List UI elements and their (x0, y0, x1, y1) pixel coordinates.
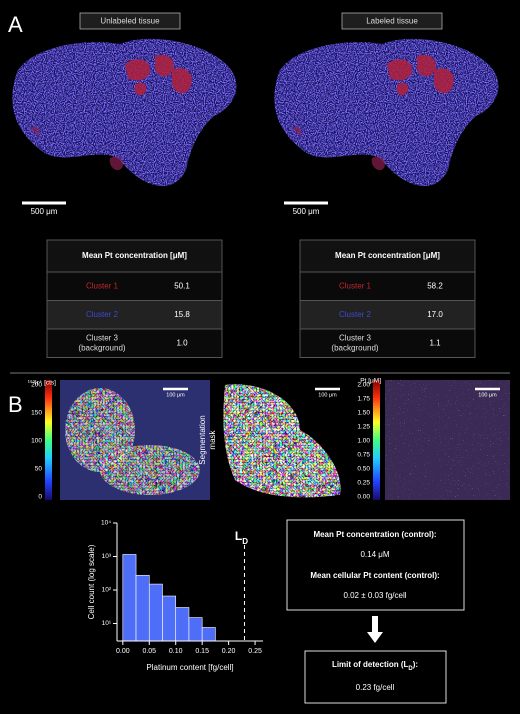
x-tick-label: 0.00 (116, 648, 130, 655)
row-label: Cluster 3 (339, 333, 372, 342)
heading-part: Limit of detection (L (332, 660, 409, 669)
heading-part: D (408, 666, 413, 672)
bar (135, 574, 150, 642)
row-value: 1.1 (429, 338, 441, 347)
row-label: Cluster 2 (86, 310, 119, 319)
scale-bar-label: 500 μm (31, 207, 58, 216)
colorbar-tick-label: 150 (31, 410, 42, 417)
arrow (367, 616, 383, 643)
box-value: 0.23 fg/cell (356, 683, 395, 692)
colorbar-tick-label: 0.50 (357, 466, 370, 473)
bar (175, 607, 190, 642)
panel-label: A (8, 12, 23, 37)
box-value: 0.02 ± 0.03 fg/cell (343, 591, 406, 600)
limit-label-main: L (235, 529, 242, 543)
row-value: 1.0 (176, 338, 188, 347)
colorbar-tick-label: 0.75 (357, 452, 370, 459)
heading-part: ): (413, 660, 418, 669)
lod-box (304, 650, 447, 704)
x-axis-label: Platinum content [fg/cell] (146, 663, 233, 672)
table-header-text: Mean Pt concentration [μM] (335, 251, 440, 260)
colorbar-tick-label: 1.75 (357, 396, 370, 403)
colorbar-tick-label: 100 (31, 438, 42, 445)
title-box (341, 12, 443, 30)
x-tick-label: 0.15 (195, 648, 209, 655)
image-title: Unlabeled tissue (100, 17, 160, 26)
segmentation-label: Segmentation (198, 415, 207, 464)
ir-image-cells (100, 445, 200, 495)
colorbar-tick-label: 0 (38, 494, 42, 501)
x-tick-label: 0.20 (222, 648, 236, 655)
scale-bar-label: 100 μm (166, 392, 185, 398)
image-title: Labeled tissue (366, 17, 418, 26)
colorbar-title: ¹⁹³Ir⁺ [cts] (28, 380, 56, 387)
table-row (299, 271, 476, 301)
y-tick-label: 10⁴ (101, 520, 111, 527)
box-heading: Mean Pt concentration (control): (313, 530, 436, 539)
box-heading: Mean cellular Pt content (control): (310, 571, 439, 580)
segmentation-label: mask (208, 429, 217, 449)
limit-label-sub: D (242, 537, 248, 546)
ir-image-cells (65, 388, 135, 472)
scale-bar-label: 500 μm (293, 207, 320, 216)
table-row (46, 328, 223, 358)
row-value: 50.1 (174, 281, 190, 290)
bar (188, 617, 203, 642)
row-label: (background) (331, 343, 378, 352)
row-label: Cluster 1 (339, 281, 372, 290)
x-tick-label: 0.25 (248, 648, 262, 655)
colorbar-tick-label: 1.00 (357, 438, 370, 445)
y-tick-label: 10¹ (102, 620, 112, 627)
colorbar-tick-label: 0.00 (357, 494, 370, 501)
row-value: 58.2 (427, 281, 443, 290)
table-header-text: Mean Pt concentration [μM] (82, 251, 187, 260)
table-row (299, 300, 476, 330)
pt-image-dots (385, 380, 510, 500)
scale-bar-label: 100 μm (478, 392, 497, 398)
box-heading: Limit of detection (LD): (332, 660, 418, 671)
scale-bar-label: 100 μm (318, 392, 337, 398)
row-value: 17.0 (427, 310, 443, 319)
segmentation-cells (223, 384, 341, 498)
bar (201, 627, 216, 642)
table-row (299, 328, 476, 358)
colorbar (45, 380, 52, 500)
colorbar (373, 380, 380, 500)
bar (122, 554, 137, 642)
colorbar-tick-label: 50 (35, 466, 43, 473)
colorbar-tick-label: 200 (31, 382, 42, 389)
x-tick-label: 0.05 (142, 648, 156, 655)
colorbar-title: Pt [μM] (360, 378, 381, 385)
x-tick-label: 0.10 (169, 648, 183, 655)
bar (162, 595, 177, 642)
limit-label: LD (235, 529, 248, 545)
y-tick-label: 10² (102, 587, 112, 594)
row-label: Cluster 1 (86, 281, 119, 290)
y-tick-label: 10³ (102, 553, 112, 560)
table-row (46, 271, 223, 301)
colorbar-tick-label: 1.50 (357, 410, 370, 417)
colorbar-tick-label: 1.25 (357, 424, 370, 431)
colorbar-tick-label: 0.25 (357, 480, 370, 487)
row-label: Cluster 3 (86, 333, 119, 342)
bar (148, 583, 163, 642)
control-box (286, 519, 465, 611)
panel-label: B (8, 392, 23, 417)
box-value: 0.14 μM (360, 550, 389, 559)
row-label: (background) (78, 343, 125, 352)
colorbar-tick-label: 2.00 (357, 382, 370, 389)
title-box (79, 12, 181, 30)
row-value: 15.8 (174, 310, 190, 319)
row-label: Cluster 2 (339, 310, 372, 319)
y-axis-label: Cell count (log scale) (87, 544, 96, 619)
table-row (46, 300, 223, 330)
